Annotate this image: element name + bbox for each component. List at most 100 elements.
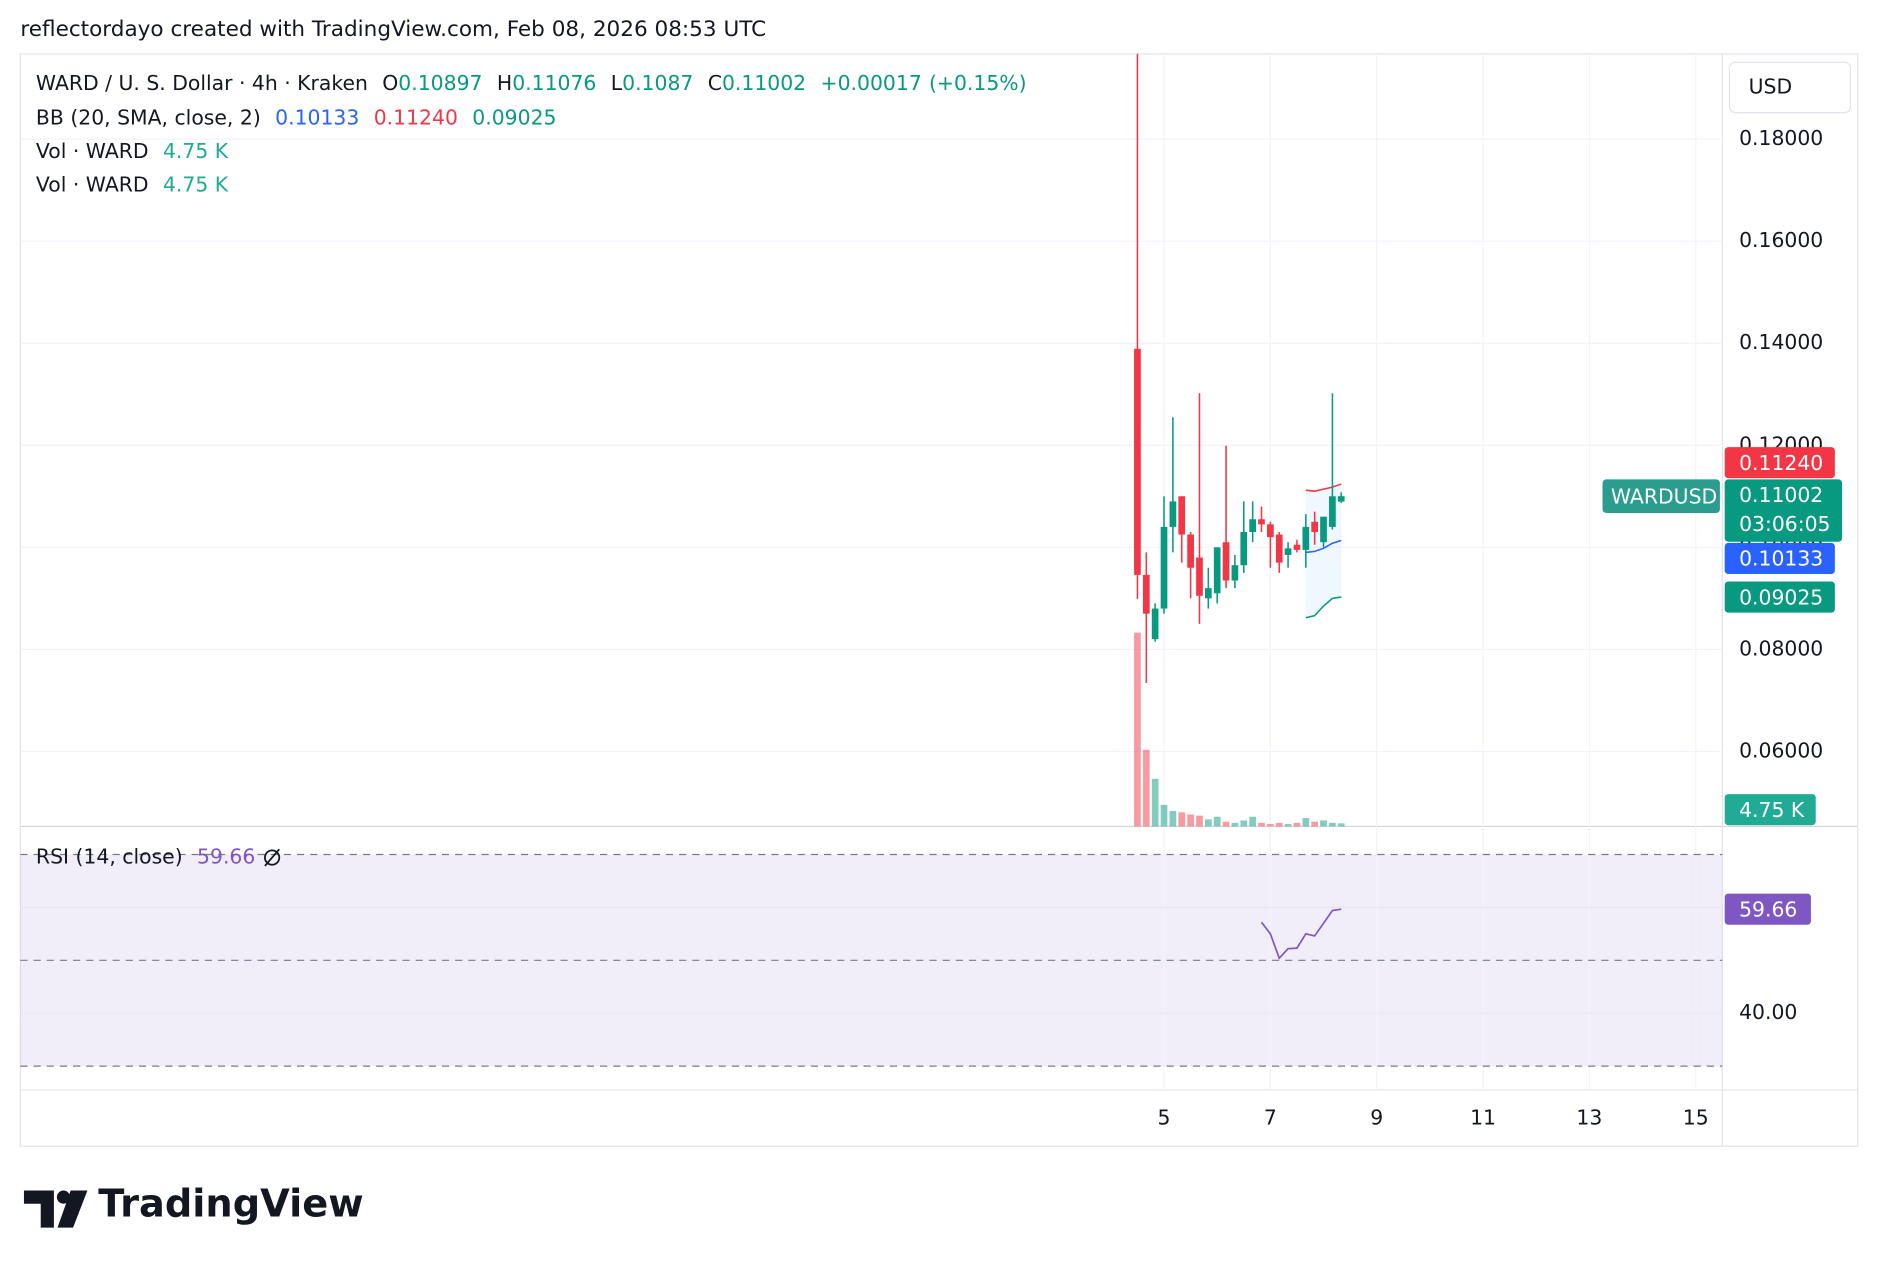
hide-icon-slash bbox=[264, 848, 280, 867]
volume-bar bbox=[1240, 820, 1248, 827]
volume-bar bbox=[1151, 778, 1159, 827]
candle-body bbox=[1329, 496, 1336, 527]
candle-body bbox=[1160, 526, 1168, 609]
close-badge bbox=[1724, 479, 1843, 542]
y-tick-label: 40.00 bbox=[1739, 1000, 1797, 1024]
rsi-line bbox=[1260, 908, 1342, 960]
volume-bar bbox=[1267, 824, 1274, 827]
legend-item: Vol · WARD bbox=[36, 173, 149, 197]
candle-body bbox=[1249, 519, 1257, 533]
legend-row: BB (20, SMA, close, 2) 0.10133 0.11240 0.09… bbox=[36, 106, 557, 130]
legend-item: 0.10897 bbox=[398, 71, 482, 95]
legend-item: 0.11076 bbox=[512, 71, 596, 95]
bb-lower-line bbox=[1305, 596, 1342, 619]
bb-basis-label: 0.10133 bbox=[1739, 547, 1823, 571]
y-tick-label: 0.08000 bbox=[1739, 636, 1823, 660]
volume-bar bbox=[1169, 810, 1177, 827]
legend-item: 4.75 K bbox=[163, 139, 229, 163]
volume-bar bbox=[1284, 824, 1292, 827]
candle-body bbox=[1196, 557, 1203, 596]
symbol-badge bbox=[1602, 479, 1720, 513]
bb-basis-badge bbox=[1724, 542, 1835, 575]
candle-body bbox=[1284, 548, 1292, 555]
volume-bar bbox=[1329, 822, 1336, 827]
candle-body bbox=[1320, 516, 1327, 543]
candle-body bbox=[1311, 521, 1319, 533]
legend-item: RSI (14, close) bbox=[36, 845, 183, 869]
candle-body bbox=[1134, 348, 1141, 575]
footer-logo-text: TradingView bbox=[98, 1182, 363, 1227]
legend-item: 0.11002 bbox=[722, 71, 806, 95]
currency-label: USD bbox=[1749, 74, 1793, 98]
close-price-label: 0.11002 bbox=[1739, 483, 1823, 507]
legend-item: 0.10133 bbox=[275, 106, 359, 130]
candle-body bbox=[1213, 547, 1221, 594]
currency-box[interactable] bbox=[1728, 61, 1852, 114]
logo-dot bbox=[56, 1190, 71, 1204]
legend-item: 4.75 K bbox=[163, 173, 229, 197]
y-tick-label: 0.06000 bbox=[1739, 738, 1823, 762]
hide-icon bbox=[264, 849, 281, 866]
legend-item: (+0.15%) bbox=[929, 71, 1027, 95]
legend-item: L bbox=[611, 71, 623, 95]
legend-item: BB (20, SMA, close, 2) bbox=[36, 106, 261, 130]
volume-bar bbox=[1302, 818, 1310, 827]
x-tick-label: 11 bbox=[1470, 1106, 1496, 1130]
volume-bar bbox=[1213, 816, 1221, 827]
legend-item: 0.11240 bbox=[374, 106, 458, 130]
countdown-label: 03:06:05 bbox=[1739, 512, 1830, 536]
volume-bar bbox=[1196, 815, 1203, 827]
volume-bar bbox=[1258, 822, 1265, 827]
legend-item: Vol · WARD bbox=[36, 139, 149, 163]
header: reflectordayo created with TradingView.c… bbox=[20, 17, 766, 42]
volume-bar bbox=[1222, 821, 1230, 827]
logo bbox=[23, 1190, 88, 1228]
legend-item: WARD / U. S. Dollar · 4h · Kraken bbox=[36, 71, 368, 95]
legend-item: O bbox=[382, 71, 398, 95]
symbol-label: WARDUSD bbox=[1611, 484, 1717, 508]
y-tick-label: 0.16000 bbox=[1739, 228, 1823, 252]
bb-basis-line bbox=[1305, 539, 1342, 554]
legend-item: 59.66 bbox=[197, 845, 255, 869]
legend-item: H bbox=[497, 71, 512, 95]
y-tick-label: 0.14000 bbox=[1739, 330, 1823, 354]
x-tick-label: 9 bbox=[1370, 1106, 1383, 1130]
volume-bar bbox=[1142, 749, 1150, 827]
candle-body bbox=[1275, 534, 1283, 563]
bb-upper-badge bbox=[1724, 447, 1835, 479]
x-tick-label: 13 bbox=[1576, 1106, 1602, 1130]
volume-bar bbox=[1337, 823, 1345, 827]
volume-bar bbox=[1231, 822, 1239, 827]
legend-row: Vol · WARD 4.75 K bbox=[36, 139, 229, 163]
candle-body bbox=[1142, 574, 1150, 614]
legend-row: Vol · WARD 4.75 K bbox=[36, 173, 229, 197]
volume-bar bbox=[1178, 812, 1186, 827]
volume-bar bbox=[1320, 820, 1327, 827]
legend-item: 0.09025 bbox=[472, 106, 556, 130]
x-tick-label: 7 bbox=[1264, 1106, 1277, 1130]
legend-item: C bbox=[708, 71, 722, 95]
candle-body bbox=[1151, 608, 1159, 640]
candle-body bbox=[1267, 524, 1274, 538]
legend-item: +0.00017 bbox=[821, 71, 922, 95]
volume-badge bbox=[1724, 794, 1816, 826]
volume-bar bbox=[1160, 804, 1168, 827]
candle-body bbox=[1302, 526, 1310, 550]
x-tick-label: 15 bbox=[1683, 1106, 1709, 1130]
volume-label: 4.75 K bbox=[1739, 798, 1805, 822]
legend-row: WARD / U. S. Dollar · 4h · Kraken O0.1089… bbox=[36, 71, 1027, 95]
rsi-label: 59.66 bbox=[1739, 897, 1797, 921]
x-tick-label: 5 bbox=[1158, 1106, 1171, 1130]
candle-body bbox=[1258, 519, 1265, 525]
rsi-badge bbox=[1724, 893, 1811, 925]
bb-upper-line bbox=[1305, 483, 1342, 492]
volume-bar bbox=[1275, 822, 1283, 827]
chart-frame bbox=[19, 53, 1859, 1147]
candle-body bbox=[1231, 565, 1239, 581]
volume-bar bbox=[1134, 632, 1141, 827]
logo-mark bbox=[23, 1190, 54, 1228]
